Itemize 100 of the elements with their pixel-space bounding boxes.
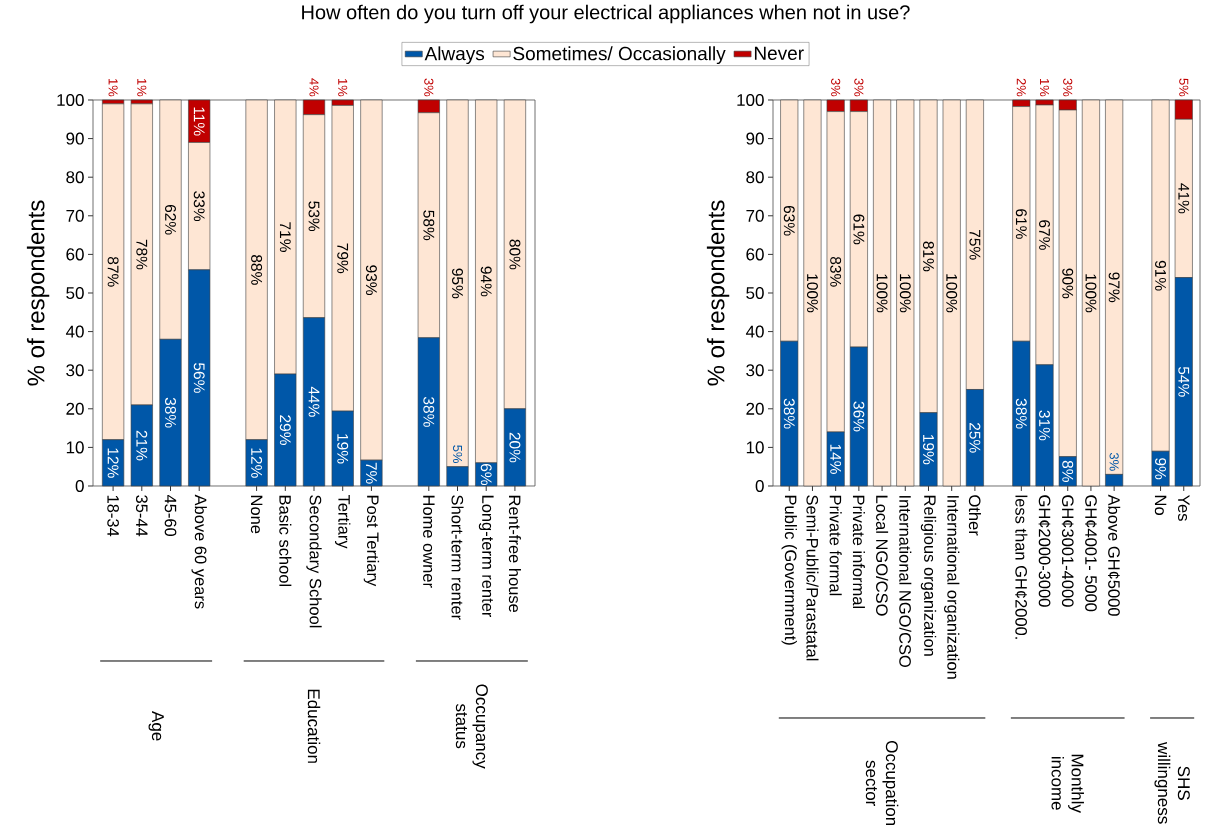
data-label: 14% <box>830 444 842 474</box>
data-label: 1% <box>338 78 348 97</box>
data-label: 6% <box>480 463 492 486</box>
y-tick-label: 80 <box>66 171 84 184</box>
data-label: 83% <box>830 256 842 287</box>
y-tick-label: 10 <box>66 441 84 454</box>
x-tick-label: Private informal <box>852 495 865 609</box>
legend-label: Never <box>754 46 804 60</box>
x-tick-label: Public (Government) <box>781 495 797 645</box>
data-label: 9% <box>1155 458 1167 480</box>
data-label: 38% <box>165 397 176 428</box>
x-tick-label: 45-60 <box>164 494 177 537</box>
y-tick-label: 90 <box>66 132 84 145</box>
x-tick-label: Local NGO/CSO <box>876 495 889 616</box>
x-tick-label: Home owner <box>423 495 435 588</box>
data-label: 29% <box>279 415 291 445</box>
x-tick-label: None <box>250 495 263 534</box>
data-label: 3% <box>1109 452 1119 471</box>
data-label: 1% <box>108 78 118 97</box>
x-tick-label: Long-term renter <box>478 495 494 618</box>
data-label: 44% <box>308 386 320 417</box>
data-label: 71% <box>279 222 291 252</box>
data-label: 2% <box>1016 78 1026 97</box>
data-label: 80% <box>509 239 521 270</box>
legend-label: Always <box>424 46 485 65</box>
data-label: 21% <box>136 430 148 461</box>
x-tick-label: Above 60 years <box>191 494 207 609</box>
y-tick-label: 30 <box>746 364 764 377</box>
y-tick-label: 90 <box>746 132 764 145</box>
y-tick-label: 70 <box>746 209 764 222</box>
x-tick-label: International organization <box>944 496 960 679</box>
data-label: 12% <box>107 448 119 478</box>
data-label: 56% <box>193 363 205 393</box>
x-tick-label: Basic school <box>279 495 292 587</box>
x-tick-label: Tertiary <box>335 494 351 549</box>
x-tick-label: less than GH¢2000. <box>1015 495 1028 639</box>
x-tick-label: International NGO/CSO <box>899 496 912 668</box>
data-label: 8% <box>1062 460 1074 482</box>
text: Occupancy status <box>455 684 488 769</box>
text: How often do you turn off your electrical appliances when not in use? <box>302 4 910 24</box>
data-label: 100% <box>899 274 911 313</box>
x-tick-label: Post Tertiary <box>363 495 380 587</box>
x-tick-label: GH¢4001- 5000 <box>1085 495 1097 612</box>
text: Age <box>148 711 164 741</box>
data-label: 93% <box>365 265 377 295</box>
data-label: 3% <box>854 78 864 97</box>
x-tick-label: 35-44 <box>135 495 148 537</box>
x-tick-label: Rent-free house <box>508 495 521 613</box>
legend-label: Sometimes/ Occasionally <box>513 46 726 65</box>
x-tick-label: 18-34 <box>107 495 119 537</box>
x-tick-label: Secondary School <box>306 495 322 628</box>
x-tick-label: Religious organization <box>920 495 937 656</box>
data-label: 61% <box>1015 209 1027 239</box>
y-tick-label: 10 <box>746 441 764 454</box>
data-label: 36% <box>853 401 865 432</box>
y-tick-label: 20 <box>66 402 84 415</box>
data-label: 81% <box>922 241 934 272</box>
data-label: 1% <box>137 78 147 97</box>
x-tick-label: Semi-Public/Parastatal <box>806 495 819 661</box>
y-tick-label: 0 <box>755 479 764 493</box>
data-label: 1% <box>1039 78 1050 97</box>
data-label: 7% <box>365 462 377 484</box>
data-label: 4% <box>309 78 319 97</box>
data-label: 79% <box>337 243 349 274</box>
data-label: 33% <box>193 191 205 222</box>
data-label: 100% <box>1085 274 1097 313</box>
data-label: 3% <box>831 78 841 97</box>
data-label: 100% <box>946 274 958 313</box>
data-label: 88% <box>251 254 263 285</box>
data-label: 75% <box>969 230 981 260</box>
data-label: 38% <box>1015 398 1027 429</box>
data-label: 94% <box>480 266 492 297</box>
y-tick-label: 0 <box>75 479 84 493</box>
x-tick-label: Other <box>968 495 981 536</box>
y-tick-label: 100 <box>57 93 84 107</box>
data-label: 95% <box>452 268 463 299</box>
y-axis-title: % of respondents <box>706 200 730 386</box>
data-label: 5% <box>1179 78 1189 97</box>
data-label: 12% <box>251 448 263 478</box>
y-tick-label: 70 <box>66 209 84 222</box>
data-label: 41% <box>1178 183 1190 214</box>
data-label: 97% <box>1108 272 1120 303</box>
data-label: 67% <box>1039 220 1050 250</box>
data-label: 31% <box>1039 410 1050 441</box>
data-label: 54% <box>1178 366 1190 397</box>
x-tick-label: Short-term renter <box>451 495 464 620</box>
data-label: 38% <box>783 398 795 429</box>
y-axis-title: % of respondents <box>26 200 50 386</box>
data-label: 11% <box>193 107 205 136</box>
text: Monthly income <box>1051 754 1084 813</box>
y-tick-label: 50 <box>66 286 84 300</box>
y-tick-label: 60 <box>66 248 84 261</box>
text: Education <box>307 689 321 763</box>
x-tick-label: GH¢3001-4000 <box>1061 495 1074 607</box>
y-tick-label: 30 <box>66 364 84 377</box>
y-tick-label: 20 <box>746 402 764 415</box>
data-label: 19% <box>922 434 934 465</box>
data-label: 19% <box>337 434 349 464</box>
data-label: 91% <box>1155 260 1167 291</box>
text: Occupation sector <box>865 740 899 826</box>
